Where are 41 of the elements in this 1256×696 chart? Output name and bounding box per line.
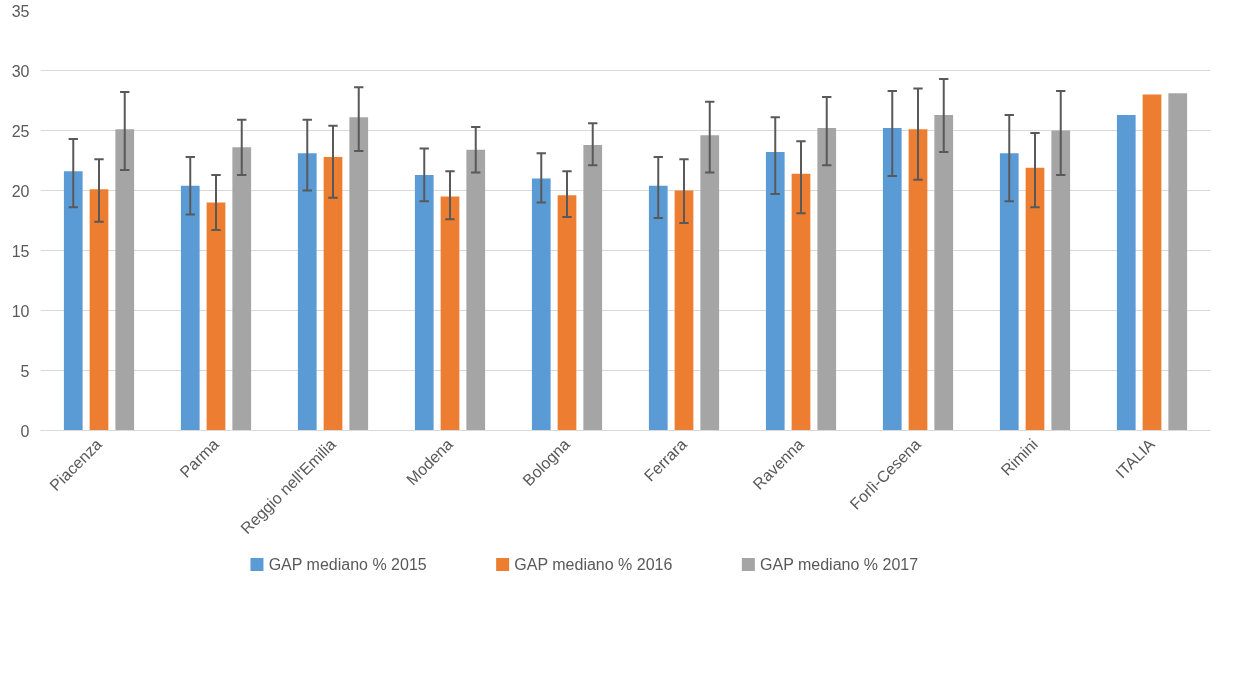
bar [440, 196, 460, 431]
bar [115, 129, 135, 431]
y-tick-label: 35 [11, 2, 30, 20]
y-tick-label: 0 [20, 422, 30, 440]
y-tick-label: 10 [11, 302, 30, 320]
bar [297, 153, 317, 431]
bar [765, 152, 785, 431]
bar [557, 195, 577, 431]
bar [89, 189, 109, 431]
legend-label: GAP mediano % 2017 [760, 556, 919, 573]
bar [206, 202, 226, 431]
legend-label: GAP mediano % 2015 [268, 556, 427, 573]
y-tick-label: 25 [11, 122, 30, 140]
bar [1051, 130, 1071, 431]
bar [648, 185, 668, 431]
bar [232, 147, 252, 431]
bar [934, 114, 954, 431]
bar [999, 153, 1019, 431]
bar [1116, 114, 1136, 431]
bar [531, 178, 551, 431]
bar [180, 185, 200, 431]
bar [323, 156, 343, 431]
bar [882, 128, 902, 431]
bar [63, 171, 83, 431]
y-tick-label: 5 [20, 362, 30, 380]
bar [700, 135, 720, 431]
y-tick-label: 15 [11, 242, 30, 260]
bar [817, 128, 837, 431]
bar [908, 129, 928, 431]
bar [349, 117, 369, 431]
bar [414, 174, 434, 431]
bar [1168, 93, 1188, 431]
bar [1025, 167, 1045, 431]
y-tick-label: 30 [11, 62, 30, 80]
bar [674, 190, 694, 431]
bar [791, 173, 811, 431]
legend-label: GAP mediano % 2016 [514, 556, 673, 573]
bar [583, 144, 603, 431]
bar [466, 149, 486, 431]
bar [1142, 94, 1162, 431]
y-tick-label: 20 [11, 182, 30, 200]
